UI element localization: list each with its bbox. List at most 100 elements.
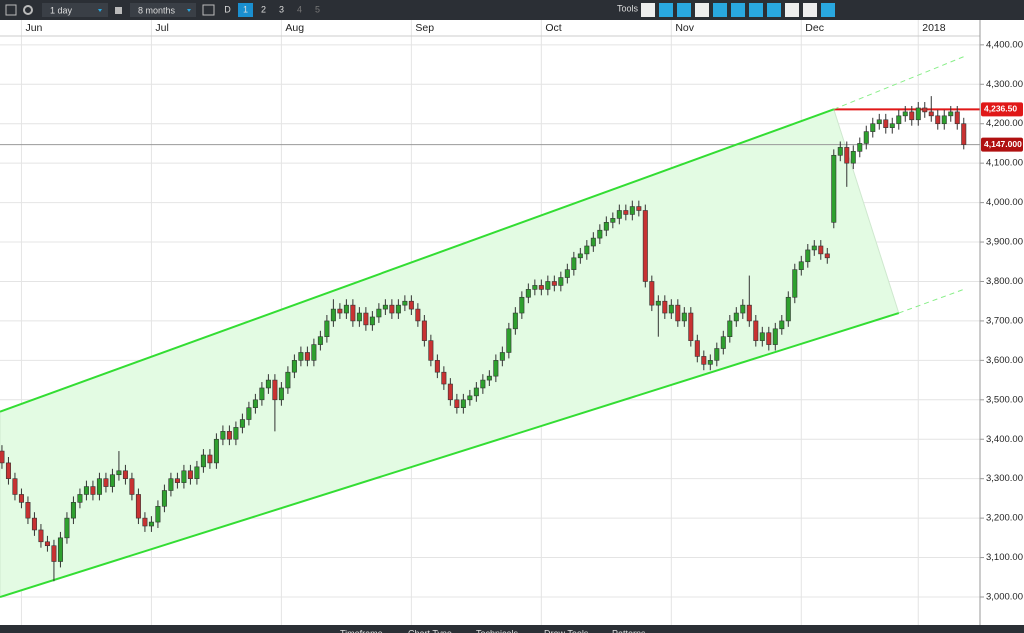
tool[interactable] (731, 3, 745, 17)
trendline (0, 312, 900, 598)
trendline (0, 108, 835, 413)
bottom-bar (0, 625, 1024, 633)
bottom-tab: Chart Type (408, 628, 452, 633)
calendar-icon[interactable] (202, 4, 215, 16)
candle-body (441, 371, 447, 385)
candle-body (90, 486, 96, 495)
period-button[interactable] (220, 3, 235, 17)
period-button[interactable] (292, 3, 307, 17)
candle-body (83, 486, 89, 495)
period-label: 1 (243, 4, 248, 14)
candle-body (376, 308, 382, 318)
tool[interactable] (767, 3, 781, 17)
tool[interactable] (803, 3, 817, 17)
candle-body (298, 352, 304, 361)
candle-body (551, 281, 557, 286)
candle-body (837, 147, 843, 156)
candle-body (564, 269, 570, 278)
tool[interactable] (785, 3, 799, 17)
candle-body (96, 478, 102, 495)
candle-body (38, 529, 44, 543)
candle-body (187, 470, 193, 479)
candle-body (486, 375, 492, 381)
period-button[interactable] (310, 3, 325, 17)
tool[interactable] (659, 3, 673, 17)
candle-body (720, 336, 726, 349)
x-tick-label: Sep (415, 22, 434, 34)
candle-body (675, 304, 681, 322)
candle-body (499, 352, 505, 361)
price-label: 4,236.50 (984, 104, 1017, 114)
interval: 1 day (50, 5, 73, 15)
period-label: 4 (297, 4, 302, 14)
tool[interactable] (749, 3, 763, 17)
candle-body (395, 304, 401, 314)
y-tick-label: 4,400.00 (986, 39, 1023, 50)
bottom-tab: Draw Tools (544, 628, 589, 633)
tool[interactable] (677, 3, 691, 17)
candle-body (642, 210, 648, 282)
tool-icons (641, 3, 835, 17)
settings-icon[interactable] (23, 5, 33, 15)
period-button[interactable] (238, 3, 253, 17)
candle-body (883, 119, 889, 128)
candle-body (207, 454, 213, 464)
candle-body (304, 352, 310, 361)
candle-body (649, 281, 655, 306)
candle-body (870, 123, 876, 132)
candle-body (246, 407, 252, 420)
candle-body (896, 115, 902, 125)
candle-body (727, 320, 733, 337)
candle-body (753, 320, 759, 341)
candle-body (0, 450, 5, 464)
candle-body (733, 312, 739, 322)
candle-body (330, 308, 336, 322)
candle-body (902, 111, 908, 117)
candle-body (194, 466, 200, 479)
candle-body (792, 269, 798, 298)
period-label: 2 (261, 4, 266, 14)
candle-body (889, 123, 895, 128)
candle-body (506, 328, 512, 353)
candle-body (863, 131, 869, 144)
candle-body (740, 304, 746, 314)
candle-body (850, 151, 856, 164)
tool[interactable] (821, 3, 835, 17)
candle-body (220, 431, 226, 440)
candle-body (590, 237, 596, 247)
candle-body (909, 111, 915, 121)
candle-body (558, 277, 564, 286)
candle-body (798, 261, 804, 270)
candle-body (694, 340, 700, 357)
candle-body (44, 541, 50, 547)
candle-body (772, 328, 778, 345)
candle-body (363, 312, 369, 326)
candle-body (389, 304, 395, 314)
candle-body (876, 119, 882, 125)
tool[interactable] (713, 3, 727, 17)
range-select[interactable] (130, 3, 196, 17)
tool[interactable] (695, 3, 709, 17)
icon[interactable] (5, 4, 17, 16)
period-buttons: D 1 2 3 4 5 (220, 3, 325, 17)
candle-body (460, 399, 466, 408)
trendline (898, 288, 964, 314)
period-button[interactable] (256, 3, 271, 17)
lock-icon[interactable] (115, 7, 122, 14)
candle-body (369, 316, 375, 326)
period-button[interactable] (274, 3, 289, 17)
candle-body (415, 308, 421, 322)
candle-body (629, 206, 635, 215)
candle-body (161, 490, 167, 507)
interval-select[interactable] (42, 3, 108, 17)
candle-body (350, 304, 356, 322)
candle-body (759, 332, 765, 341)
bottom-tab: Timeframe (340, 628, 383, 633)
candle-body (928, 111, 934, 117)
x-tick-label: Nov (675, 22, 694, 34)
candle-body (77, 494, 83, 503)
tool[interactable] (641, 3, 655, 17)
candle-body (707, 360, 713, 365)
candle-body (129, 478, 135, 495)
candle-body (480, 379, 486, 389)
